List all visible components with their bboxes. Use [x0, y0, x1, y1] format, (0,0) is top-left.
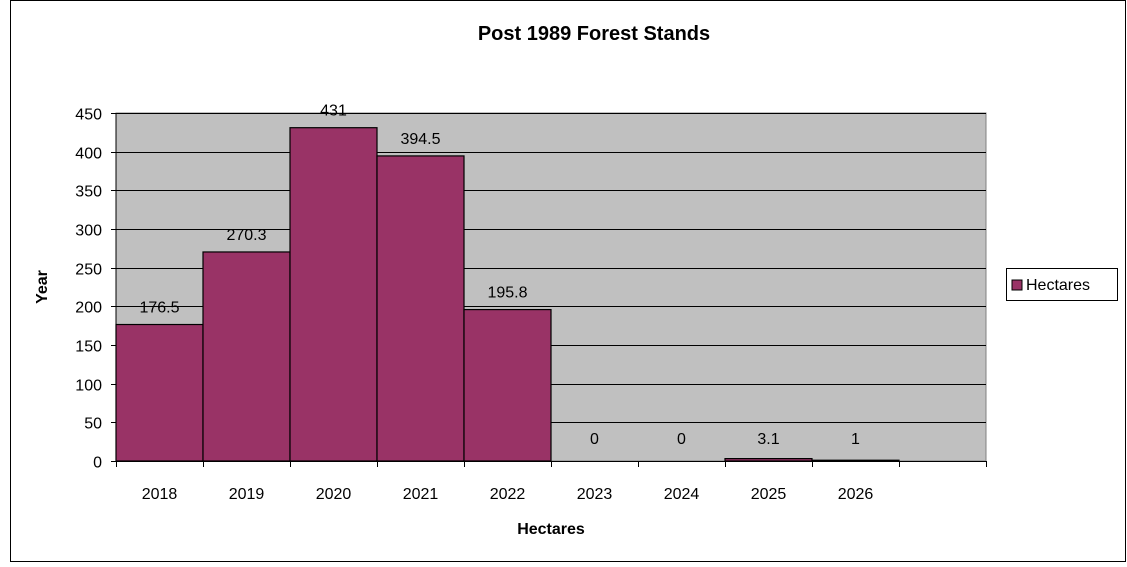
bar [376, 155, 465, 462]
data-label: 0 [677, 431, 686, 448]
y-tick-label: 50 [84, 416, 102, 433]
data-label: 3.1 [757, 431, 779, 448]
x-tick-label: 2019 [229, 486, 265, 503]
bar [724, 458, 813, 462]
y-tick-label: 300 [75, 223, 102, 240]
bar [811, 459, 900, 462]
x-tick-label: 2023 [577, 486, 613, 503]
y-tick-label: 0 [93, 455, 102, 472]
legend-label: Hectares [1026, 277, 1090, 294]
x-tick-label: 2024 [664, 486, 700, 503]
legend-swatch [1011, 279, 1023, 291]
bar [463, 308, 552, 462]
data-labels: 176.5 270.3 431 394.5 195.8 0 0 3.1 1 [139, 103, 860, 448]
legend: Hectares [1006, 268, 1118, 301]
data-label: 195.8 [487, 285, 527, 302]
data-label: 176.5 [139, 300, 179, 317]
data-label: 1 [851, 431, 860, 448]
bar [202, 251, 291, 462]
y-tick-label: 400 [75, 146, 102, 163]
x-tick-label: 2020 [316, 486, 352, 503]
x-tick-label: 2018 [142, 486, 178, 503]
x-tick-label: 2026 [838, 486, 874, 503]
y-tick-label: 250 [75, 262, 102, 279]
y-tick-label: 150 [75, 339, 102, 356]
data-label: 394.5 [400, 131, 440, 148]
bar [289, 127, 378, 462]
x-tick-label: 2021 [403, 486, 439, 503]
chart-title: Post 1989 Forest Stands [478, 23, 710, 45]
y-tick-label: 100 [75, 378, 102, 395]
y-axis-label: Year [34, 270, 51, 304]
y-tick-label: 450 [75, 107, 102, 124]
bars [115, 127, 900, 462]
y-tick-label: 350 [75, 184, 102, 201]
bar [115, 323, 204, 462]
x-tick-label: 2022 [490, 486, 526, 503]
data-label: 0 [590, 431, 599, 448]
legend-box [1006, 268, 1118, 301]
x-tick-label: 2025 [751, 486, 787, 503]
x-axis-label: Hectares [517, 521, 585, 538]
data-label: 431 [320, 103, 347, 120]
y-tick-label: 200 [75, 300, 102, 317]
data-label: 270.3 [226, 227, 266, 244]
